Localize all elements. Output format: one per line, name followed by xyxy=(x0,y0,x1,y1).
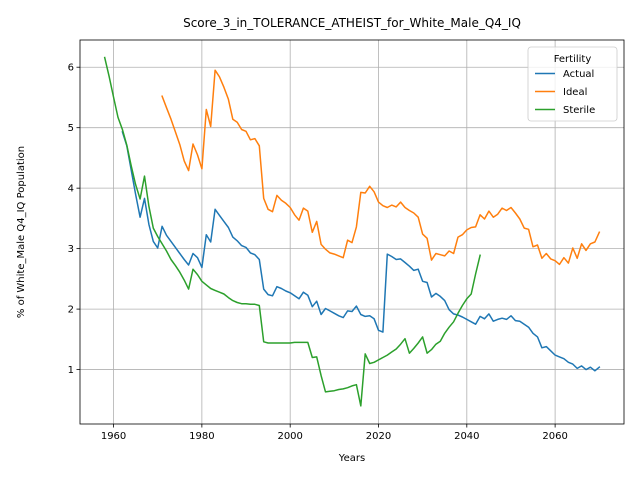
legend-label-ideal: Ideal xyxy=(563,87,587,98)
y-axis-label: % of White_Male Q4_IQ Population xyxy=(16,146,27,318)
x-tick-label: 2040 xyxy=(454,431,479,442)
legend-label-sterile: Sterile xyxy=(563,105,595,116)
x-axis-label: Years xyxy=(338,453,365,464)
plot-frame xyxy=(79,39,625,425)
x-tick-label: 2000 xyxy=(277,431,302,442)
x-axis-ticks: 1960 1980 2000 2020 2040 2060 xyxy=(101,424,568,442)
x-tick-label: 2060 xyxy=(542,431,567,442)
x-tick-label: 1980 xyxy=(189,431,214,442)
x-tick-label: 2020 xyxy=(366,431,391,442)
y-tick-label: 2 xyxy=(68,305,74,316)
y-tick-label: 5 xyxy=(68,123,74,134)
y-axis-ticks: 1 2 3 4 5 6 xyxy=(68,63,80,376)
series-line-sterile xyxy=(103,56,482,407)
grid xyxy=(80,40,624,424)
legend-entries: Actual Ideal Sterile xyxy=(535,69,595,116)
legend-label-actual: Actual xyxy=(563,69,594,80)
y-tick-label: 1 xyxy=(68,365,74,376)
y-tick-label: 4 xyxy=(68,184,74,195)
series-line-actual xyxy=(121,130,601,372)
series-lines xyxy=(103,56,601,407)
chart-title: Score_3_in_TOLERANCE_ATHEIST_for_White_M… xyxy=(183,16,521,30)
x-tick-label: 1960 xyxy=(101,431,126,442)
series-line-ideal xyxy=(161,69,601,266)
legend-title: Fertility xyxy=(554,54,592,65)
y-tick-label: 3 xyxy=(68,244,74,255)
y-tick-label: 6 xyxy=(68,63,74,74)
legend: Fertility Actual Ideal Sterile xyxy=(527,46,618,122)
legend-box xyxy=(527,46,618,122)
